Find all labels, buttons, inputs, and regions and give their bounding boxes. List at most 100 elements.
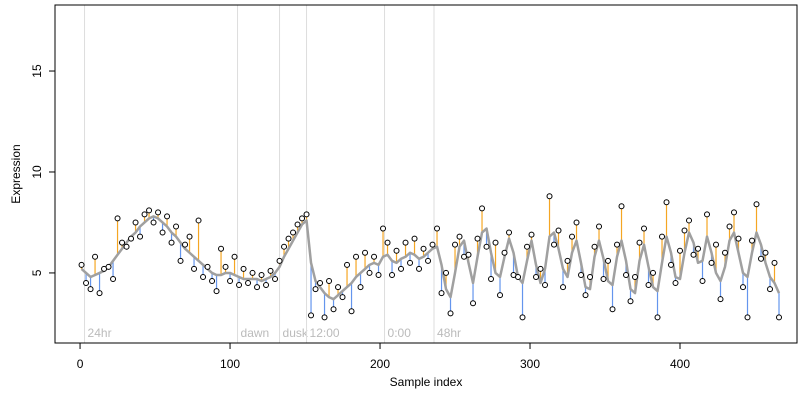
data-point [600, 275, 607, 282]
data-point [668, 261, 675, 268]
data-point [582, 292, 589, 299]
data-point [438, 290, 445, 297]
data-point [542, 282, 549, 289]
data-point [132, 219, 139, 226]
data-point [627, 298, 634, 305]
data-point [533, 273, 540, 280]
y-tick-label: 15 [30, 64, 44, 78]
data-point [195, 217, 202, 224]
data-point [191, 265, 198, 272]
data-point [722, 249, 729, 256]
data-point [573, 219, 580, 226]
data-point [78, 261, 85, 268]
plot-frame [54, 4, 798, 344]
data-point [209, 278, 216, 285]
data-point [398, 265, 405, 272]
data-point [375, 271, 382, 278]
fit-line [80, 215, 781, 301]
data-point [285, 235, 292, 242]
data-point [182, 241, 189, 248]
data-point [555, 227, 562, 234]
annotation-label: dusk [283, 326, 309, 340]
data-point [366, 269, 373, 276]
data-point [650, 269, 657, 276]
data-point [609, 306, 616, 313]
data-point [155, 209, 162, 216]
data-point [402, 239, 409, 246]
data-point [236, 282, 243, 289]
data-point [614, 241, 621, 248]
data-point [249, 269, 256, 276]
data-point [92, 253, 99, 260]
data-point [587, 273, 594, 280]
data-point [227, 278, 234, 285]
data-point [119, 239, 126, 246]
data-point [168, 239, 175, 246]
data-point [173, 223, 180, 230]
data-point [749, 237, 756, 244]
data-point [560, 284, 567, 291]
data-point [186, 233, 193, 240]
data-point [681, 227, 688, 234]
annotation-label: 0:00 [388, 326, 412, 340]
data-point [569, 233, 576, 240]
data-point [452, 241, 459, 248]
data-point [362, 249, 369, 256]
data-point [299, 215, 306, 222]
data-point [740, 284, 747, 291]
data-point [290, 229, 297, 236]
data-point [524, 243, 531, 250]
data-point [123, 243, 130, 250]
data-point [717, 296, 724, 303]
data-point [276, 257, 283, 264]
data-point [416, 265, 423, 272]
data-point [308, 312, 315, 319]
data-point [213, 288, 220, 295]
annotation-label: 24hr [88, 326, 112, 340]
data-point [605, 257, 612, 264]
data-point [551, 241, 558, 248]
data-point [380, 225, 387, 232]
y-tick-label: 10 [30, 165, 44, 179]
data-point [497, 292, 504, 299]
data-point [537, 265, 544, 272]
data-point [767, 286, 774, 293]
data-point [456, 233, 463, 240]
data-point [447, 310, 454, 317]
data-point [389, 271, 396, 278]
data-point [312, 286, 319, 293]
data-point [758, 255, 765, 262]
data-point [146, 207, 153, 214]
data-point [645, 282, 652, 289]
data-point [659, 233, 666, 240]
annotation-label: dawn [241, 326, 270, 340]
data-point [434, 225, 441, 232]
data-point [344, 261, 351, 268]
data-point [137, 233, 144, 240]
data-point [330, 306, 337, 313]
data-point [263, 282, 270, 289]
data-point [591, 243, 598, 250]
data-point [623, 271, 630, 278]
data-point [744, 314, 751, 321]
data-point [281, 243, 288, 250]
data-point [420, 245, 427, 252]
data-point [222, 263, 229, 270]
data-point [663, 199, 670, 206]
data-point [231, 253, 238, 260]
data-point [204, 263, 211, 270]
data-point [159, 229, 166, 236]
data-point [258, 271, 265, 278]
data-point [708, 259, 715, 266]
data-point [357, 284, 364, 291]
data-point [443, 269, 450, 276]
data-point [393, 247, 400, 254]
data-point [474, 235, 481, 242]
data-point [87, 286, 94, 293]
data-point [618, 203, 625, 210]
data-point [690, 251, 697, 258]
data-point [677, 247, 684, 254]
data-point [632, 273, 639, 280]
data-point [272, 275, 279, 282]
